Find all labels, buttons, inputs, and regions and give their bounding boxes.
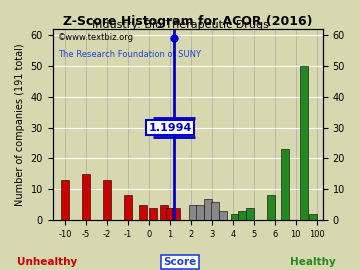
Text: Healthy: Healthy: [290, 256, 336, 266]
Text: The Research Foundation of SUNY: The Research Foundation of SUNY: [58, 50, 201, 59]
Bar: [310, 214, 318, 220]
Bar: [219, 211, 228, 220]
Bar: [61, 180, 69, 220]
Bar: [82, 174, 90, 220]
Bar: [139, 205, 147, 220]
Text: Score: Score: [163, 256, 197, 266]
Bar: [281, 149, 289, 220]
Bar: [149, 208, 157, 220]
Text: ©www.textbiz.org: ©www.textbiz.org: [58, 33, 134, 42]
Bar: [204, 198, 212, 220]
Bar: [231, 214, 239, 220]
Bar: [103, 180, 111, 220]
Bar: [189, 205, 197, 220]
Text: 1.1994: 1.1994: [148, 123, 192, 133]
Bar: [124, 195, 132, 220]
Bar: [196, 205, 204, 220]
Title: Z-Score Histogram for ACOR (2016): Z-Score Histogram for ACOR (2016): [63, 15, 312, 28]
Bar: [266, 195, 275, 220]
Text: Unhealthy: Unhealthy: [17, 256, 77, 266]
Y-axis label: Number of companies (191 total): Number of companies (191 total): [15, 43, 25, 206]
Bar: [300, 66, 308, 220]
Bar: [246, 208, 253, 220]
Text: Industry: Bio Therapeutic Drugs: Industry: Bio Therapeutic Drugs: [91, 20, 269, 30]
Bar: [160, 205, 168, 220]
Bar: [211, 202, 219, 220]
Bar: [172, 208, 180, 220]
Bar: [238, 211, 246, 220]
Bar: [166, 208, 174, 220]
